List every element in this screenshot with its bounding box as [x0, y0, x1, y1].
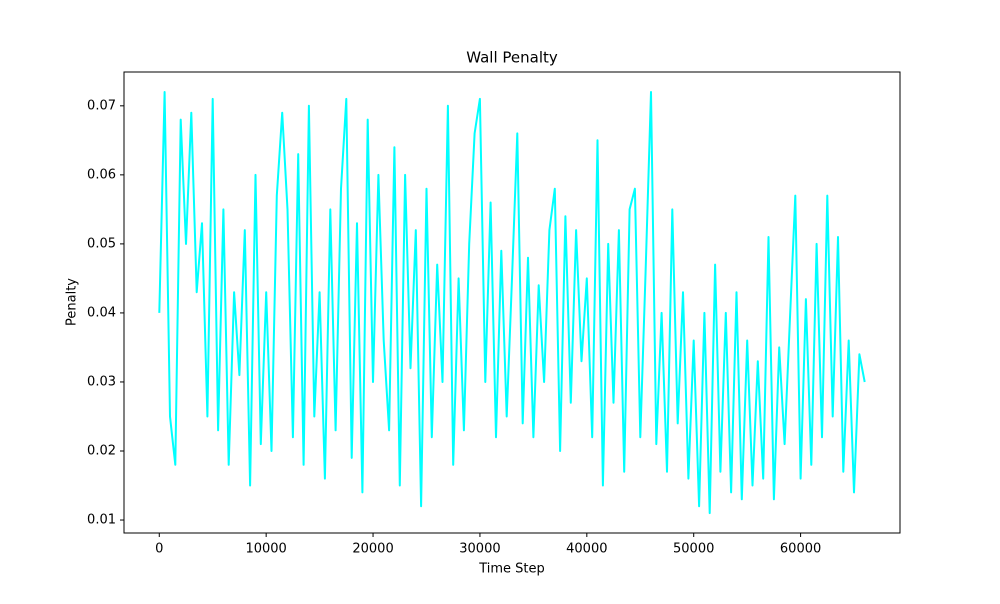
data-line — [158, 91, 866, 515]
chart-title: Wall Penalty — [466, 49, 558, 67]
x-tick-label: 40000 — [566, 542, 607, 557]
plot-frame — [123, 71, 901, 534]
x-tick-label: 60000 — [780, 542, 821, 557]
y-tick-label: 0.01 — [87, 513, 116, 528]
y-tick-label: 0.04 — [87, 305, 116, 320]
y-tick-label: 0.05 — [87, 236, 116, 251]
x-axis-label: Time Step — [478, 562, 545, 577]
y-tick-label: 0.03 — [87, 374, 116, 389]
x-tick-label: 20000 — [352, 542, 393, 557]
x-tick-label: 10000 — [245, 542, 286, 557]
x-tick-label: 50000 — [673, 542, 714, 557]
y-tick-label: 0.02 — [87, 443, 116, 458]
y-tick-label: 0.07 — [87, 98, 116, 113]
x-tick-label: 0 — [155, 542, 163, 557]
y-axis-label: Penalty — [65, 278, 80, 326]
y-tick-label: 0.06 — [87, 167, 116, 182]
x-tick-label: 30000 — [459, 542, 500, 557]
